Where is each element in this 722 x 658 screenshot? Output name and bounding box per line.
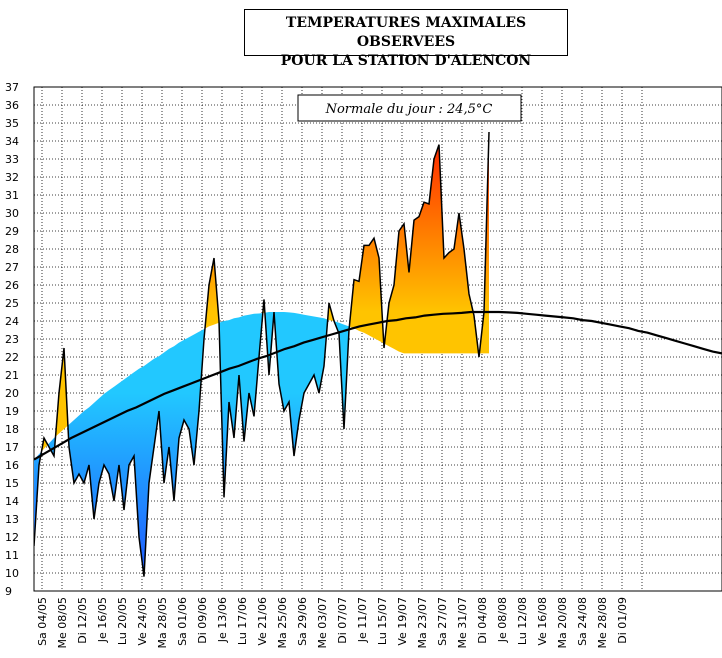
x-tick-label: Je 16/05: [96, 597, 109, 643]
y-tick-label: 32: [5, 171, 19, 184]
above-normal-area: [41, 132, 489, 452]
y-tick-label: 24: [5, 315, 19, 328]
x-tick-label: Je 11/07: [356, 597, 369, 643]
x-tick-label: Me 28/08: [596, 597, 609, 648]
y-tick-label: 23: [5, 333, 19, 346]
chart-title-line2: POUR LA STATION D'ALENCON: [280, 53, 532, 69]
x-tick-label: Ma 23/07: [416, 597, 429, 648]
y-tick-label: 33: [5, 153, 19, 166]
normal-annotation: Normale du jour : 24,5°C: [297, 94, 522, 122]
x-tick-label: Di 12/05: [76, 597, 89, 644]
x-tick-label: Lu 12/08: [516, 597, 529, 645]
x-tick-label: Sa 27/07: [436, 597, 449, 646]
y-tick-label: 26: [5, 279, 19, 292]
y-tick-label: 20: [5, 387, 19, 400]
x-tick-label: Ve 16/08: [536, 597, 549, 646]
x-tick-label: Me 03/07: [316, 597, 329, 648]
y-tick-label: 37: [5, 81, 19, 94]
y-tick-label: 31: [5, 189, 19, 202]
y-tick-label: 34: [5, 135, 19, 148]
y-tick-label: 27: [5, 261, 19, 274]
y-tick-label: 15: [5, 477, 19, 490]
y-tick-label: 16: [5, 459, 19, 472]
x-tick-label: Di 04/08: [476, 597, 489, 644]
y-tick-label: 12: [5, 531, 19, 544]
y-tick-label: 22: [5, 351, 19, 364]
x-tick-label: Sa 29/06: [296, 597, 309, 646]
annotation-box: [297, 94, 522, 122]
y-tick-label: 11: [5, 549, 19, 562]
x-axis: Sa 04/05 Me 08/05 Di 12/05 Je 16/05 Lu 20/05…: [36, 597, 629, 648]
x-tick-label: Di 09/06: [196, 597, 209, 644]
y-tick-label: 18: [5, 423, 19, 436]
temperature-areas: [34, 132, 489, 577]
x-tick-label: Lu 17/06: [236, 597, 249, 645]
x-tick-label: Je 13/06: [216, 597, 229, 643]
chart-title: TEMPERATURES MAXIMALES OBSERVEES POUR LA…: [244, 9, 568, 69]
x-tick-label: Sa 04/05: [36, 597, 49, 646]
x-tick-label: Lu 20/05: [116, 597, 129, 645]
y-tick-label: 10: [5, 567, 19, 580]
x-tick-label: Me 31/07: [456, 597, 469, 648]
x-tick-label: Me 08/05: [56, 597, 69, 648]
x-tick-label: Ve 24/05: [136, 597, 149, 646]
y-tick-label: 25: [5, 297, 19, 310]
x-tick-label: Ma 25/06: [276, 597, 289, 648]
y-tick-label: 30: [5, 207, 19, 220]
observed-max-line: [34, 131, 490, 577]
annotation-text: Normale du jour : 24,5°C: [325, 102, 493, 117]
y-tick-label: 35: [5, 117, 19, 130]
x-tick-label: Ma 28/05: [156, 597, 169, 648]
chart-title-line1: TEMPERATURES MAXIMALES OBSERVEES: [285, 15, 527, 50]
x-tick-label: Je 08/08: [496, 597, 509, 643]
y-tick-label: 14: [5, 495, 19, 508]
x-tick-label: Sa 24/08: [576, 597, 589, 646]
y-tick-label: 36: [5, 99, 19, 112]
y-tick-label: 19: [5, 405, 19, 418]
normal-curve: [34, 310, 722, 461]
y-tick-label: 29: [5, 225, 19, 238]
y-tick-label: 17: [5, 441, 19, 454]
curves: [34, 131, 722, 577]
y-tick-label: 9: [5, 585, 12, 598]
x-tick-label: Sa 01/06: [176, 597, 189, 646]
y-tick-label: 13: [5, 513, 19, 526]
x-tick-label: Lu 15/07: [376, 597, 389, 645]
x-tick-label: Di 07/07: [336, 597, 349, 644]
y-tick-label: 28: [5, 243, 19, 256]
x-tick-label: Ve 19/07: [396, 597, 409, 646]
y-axis: 9 10 11 12 13 14 15 16 17 18 19 20 21 22 23 24 25 26 27 28 2…: [5, 81, 19, 598]
below-normal-area: [34, 312, 480, 577]
x-tick-label: Di 01/09: [616, 597, 629, 644]
x-tick-label: Ma 20/08: [556, 597, 569, 648]
y-tick-label: 21: [5, 369, 19, 382]
x-tick-label: Ve 21/06: [256, 597, 269, 646]
